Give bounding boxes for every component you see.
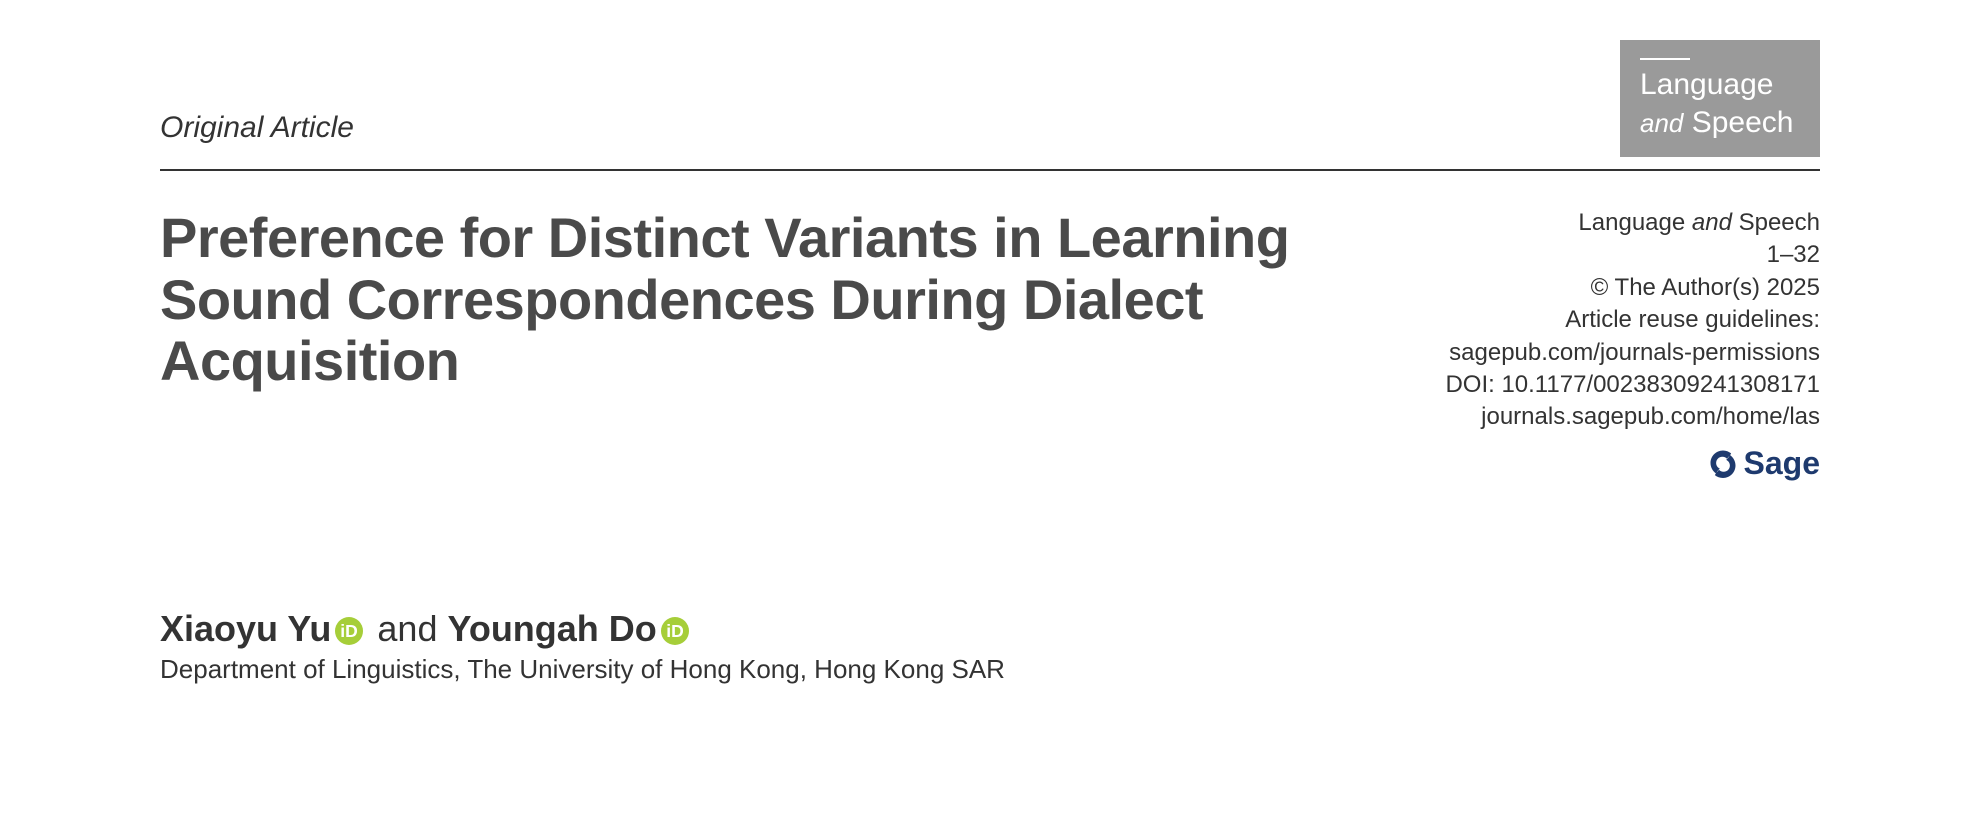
author-affiliation: Department of Linguistics, The Universit… <box>160 654 1820 685</box>
svg-text:iD: iD <box>341 621 359 641</box>
sage-text: Sage <box>1744 442 1820 485</box>
meta-doi: DOI: 10.1177/00238309241308171 <box>1440 369 1820 401</box>
badge-line2: and Speech <box>1640 104 1800 142</box>
authors-line: Xiaoyu Yu iD and Youngah Do iD <box>160 608 1820 650</box>
sage-s-icon <box>1708 448 1738 478</box>
svg-text:iD: iD <box>666 621 684 641</box>
badge-and: and <box>1640 108 1683 138</box>
header-divider <box>160 169 1820 171</box>
meta-journal-name: Language and Speech <box>1440 207 1820 239</box>
meta-reuse-label: Article reuse guidelines: <box>1440 304 1820 336</box>
meta-journal-url: journals.sagepub.com/home/las <box>1440 401 1820 433</box>
author-2: Youngah Do <box>447 608 656 649</box>
author-1: Xiaoyu Yu <box>160 608 331 649</box>
badge-suffix: Speech <box>1683 106 1793 139</box>
orcid-icon: iD <box>661 617 689 645</box>
article-type-label: Original Article <box>160 111 354 157</box>
meta-copyright: © The Author(s) 2025 <box>1440 272 1820 304</box>
article-meta: Language and Speech 1–32 © The Author(s)… <box>1440 207 1820 488</box>
meta-pages: 1–32 <box>1440 239 1820 271</box>
meta-reuse-url: sagepub.com/journals-permissions <box>1440 337 1820 369</box>
orcid-icon: iD <box>335 617 363 645</box>
article-title: Preference for Distinct Variants in Lear… <box>160 207 1380 392</box>
authors-connector: and <box>367 608 447 649</box>
journal-badge: Language and Speech <box>1620 40 1820 157</box>
meta-journal-prefix: Language <box>1578 209 1691 236</box>
badge-line1: Language <box>1640 66 1800 104</box>
badge-rule <box>1640 58 1690 60</box>
meta-journal-and: and <box>1692 209 1732 236</box>
meta-journal-suffix: Speech <box>1732 209 1820 236</box>
sage-logo: Sage <box>1708 442 1820 485</box>
